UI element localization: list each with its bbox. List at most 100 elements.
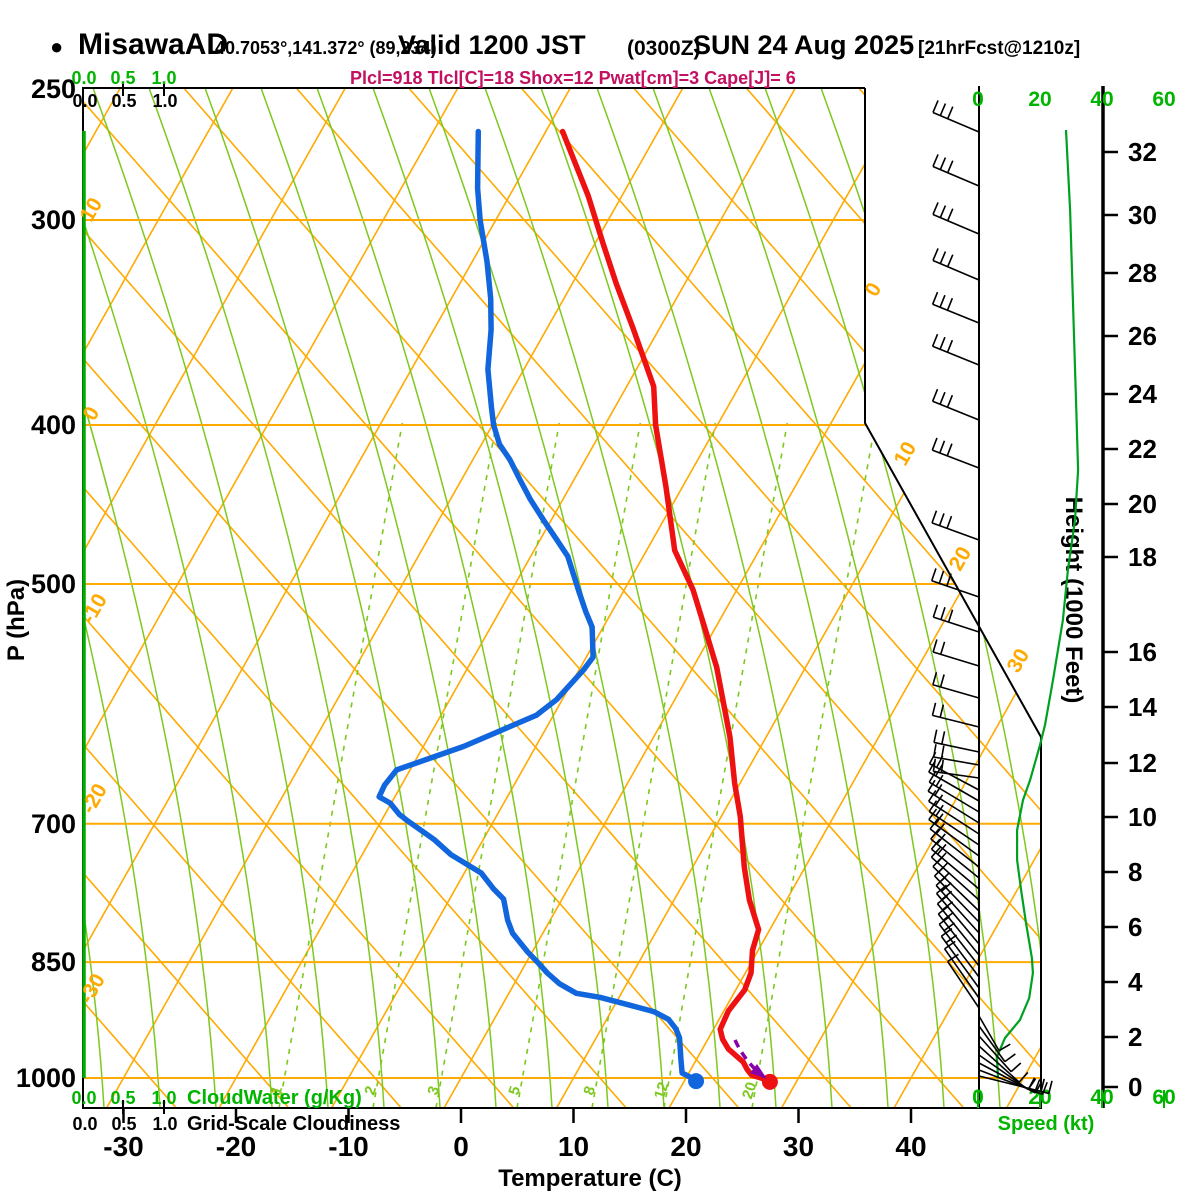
wind-barb-tick	[930, 838, 941, 850]
cloudwater-scale-bottom: 1.0	[151, 1088, 176, 1108]
speed-profile-curve	[995, 129, 1080, 1079]
isotherm-line	[83, 88, 347, 1108]
wind-barb-tick	[946, 254, 954, 268]
wind-barb-tick	[939, 205, 947, 218]
wind-barb-shaft	[936, 903, 980, 956]
temperature-tick-label: 0	[453, 1131, 469, 1162]
wind-barb-shaft	[932, 651, 980, 667]
height-tick-label: 32	[1128, 137, 1157, 167]
wind-barbs-group	[927, 100, 1053, 1096]
isotherm-line	[780, 88, 1041, 1108]
temperature-curve	[559, 128, 773, 1084]
wind-barb-tick	[939, 251, 947, 264]
wind-barb-tick	[935, 764, 943, 777]
wind-barb-shaft	[933, 875, 980, 923]
temperature-tick-label: 40	[895, 1131, 926, 1162]
mixing-ratio-value-label: 20	[739, 1080, 760, 1101]
isotherm-line	[668, 88, 1041, 1108]
speed-tick-label-top: 40	[1090, 88, 1113, 111]
wind-barb-tick	[932, 154, 939, 167]
isotherm-line	[83, 88, 572, 1108]
isotherm-value-label: 30	[1003, 645, 1035, 677]
wind-barb-tick	[936, 833, 946, 845]
dewpoint-curve	[376, 128, 699, 1083]
wind-barb-tick	[934, 783, 943, 796]
wind-barb-tick	[932, 100, 939, 113]
speed-axis-title: Speed (kt)	[998, 1113, 1095, 1135]
height-tick-label: 0	[1128, 1072, 1142, 1102]
wind-barb-tick	[935, 823, 946, 835]
isotherm-value-label: -30	[75, 970, 110, 1008]
dry-adiabat-line	[408, 88, 1041, 1108]
speed-tick-label-top: 20	[1028, 88, 1051, 111]
wind-barb-shaft	[929, 763, 980, 791]
temperature-tick-label: 10	[558, 1131, 589, 1162]
wind-barb-tick	[935, 774, 944, 787]
wind-barb-tick	[930, 846, 941, 858]
height-tick-label: 18	[1128, 542, 1157, 572]
wind-barb-tick	[931, 333, 939, 347]
moist-adiabat-line	[820, 88, 1041, 1108]
wind-barb-tick	[939, 704, 945, 718]
moist-adiabat-line	[148, 88, 385, 1108]
dry-adiabat-line	[633, 88, 1041, 1108]
wind-barb-shaft	[931, 579, 980, 598]
wind-barb-shaft	[935, 892, 980, 945]
wind-barb-tick	[928, 760, 936, 773]
wind-barb-tick	[931, 702, 937, 716]
cloudiness-scale-bottom: 1.0	[152, 1114, 177, 1134]
wind-barb-tick	[939, 294, 946, 308]
wind-barb-tick	[946, 208, 954, 222]
dry-adiabat-line	[83, 88, 290, 1108]
moist-adiabat-line	[260, 88, 497, 1108]
dry-adiabat-line	[1084, 88, 1200, 1108]
wind-barb-tick	[927, 779, 936, 792]
dry-adiabat-line	[83, 88, 627, 1108]
dry-adiabat-line	[83, 88, 402, 1108]
wind-barb-tick	[928, 789, 937, 802]
moist-adiabat-line	[596, 88, 833, 1108]
height-tick-label: 14	[1128, 692, 1157, 722]
plot-border	[82, 87, 1042, 1109]
dry-adiabat-line	[1196, 88, 1200, 1108]
temperature-tick-label: -20	[216, 1131, 256, 1162]
wind-barb-shaft	[978, 1015, 1000, 1052]
moist-adiabat-line	[83, 88, 273, 1108]
wind-barb-shaft	[931, 522, 980, 541]
cloudwater-scale-bottom: 0.5	[110, 1088, 135, 1108]
temperature-tick-label: 30	[783, 1131, 814, 1162]
moist-adiabat-line	[540, 88, 777, 1108]
pressure-tick-label: 700	[31, 809, 76, 839]
height-tick-label: 30	[1128, 200, 1157, 230]
mixing-ratio-line	[591, 422, 717, 1108]
wind-barb-tick	[930, 828, 940, 840]
wind-barb-shaft	[928, 771, 980, 802]
wind-barb-tick	[932, 639, 938, 653]
height-tick-label: 6	[1128, 912, 1142, 942]
moist-adiabat-line	[932, 88, 1041, 1108]
wind-barb-tick	[1010, 1062, 1022, 1073]
dry-adiabat-line	[83, 88, 965, 1108]
cloudwater-legend: CloudWater (g/Kg)	[187, 1087, 362, 1109]
wind-barb-shaft	[933, 741, 980, 753]
pressure-tick-label: 500	[31, 569, 76, 599]
moist-adiabat-line	[372, 88, 609, 1108]
cloudwater-scale-top: 0.5	[110, 68, 135, 88]
moist-adiabat-line	[204, 88, 441, 1108]
temperature-tick-label: -30	[103, 1131, 143, 1162]
dry-adiabat-line	[858, 88, 1041, 1108]
mixing-ratio-line	[663, 422, 789, 1108]
wind-barb-tick	[944, 940, 956, 950]
isotherm-line	[1119, 88, 1200, 1108]
moist-adiabat-line	[83, 88, 161, 1108]
wind-barb-tick	[935, 804, 944, 817]
wind-barb-shaft	[978, 1035, 1012, 1073]
wind-barb-tick	[939, 103, 947, 116]
dry-adiabat-line	[83, 88, 740, 1108]
height-tick-label: 20	[1128, 489, 1157, 519]
forecast-hour-tag: [21hrFcst@1210z]	[918, 38, 1081, 59]
mixing-ratio-value-label: 12	[651, 1080, 672, 1101]
wind-barb-tick	[1004, 1053, 1016, 1063]
wind-barb-shaft	[932, 865, 980, 912]
wind-barb-tick	[932, 856, 943, 868]
